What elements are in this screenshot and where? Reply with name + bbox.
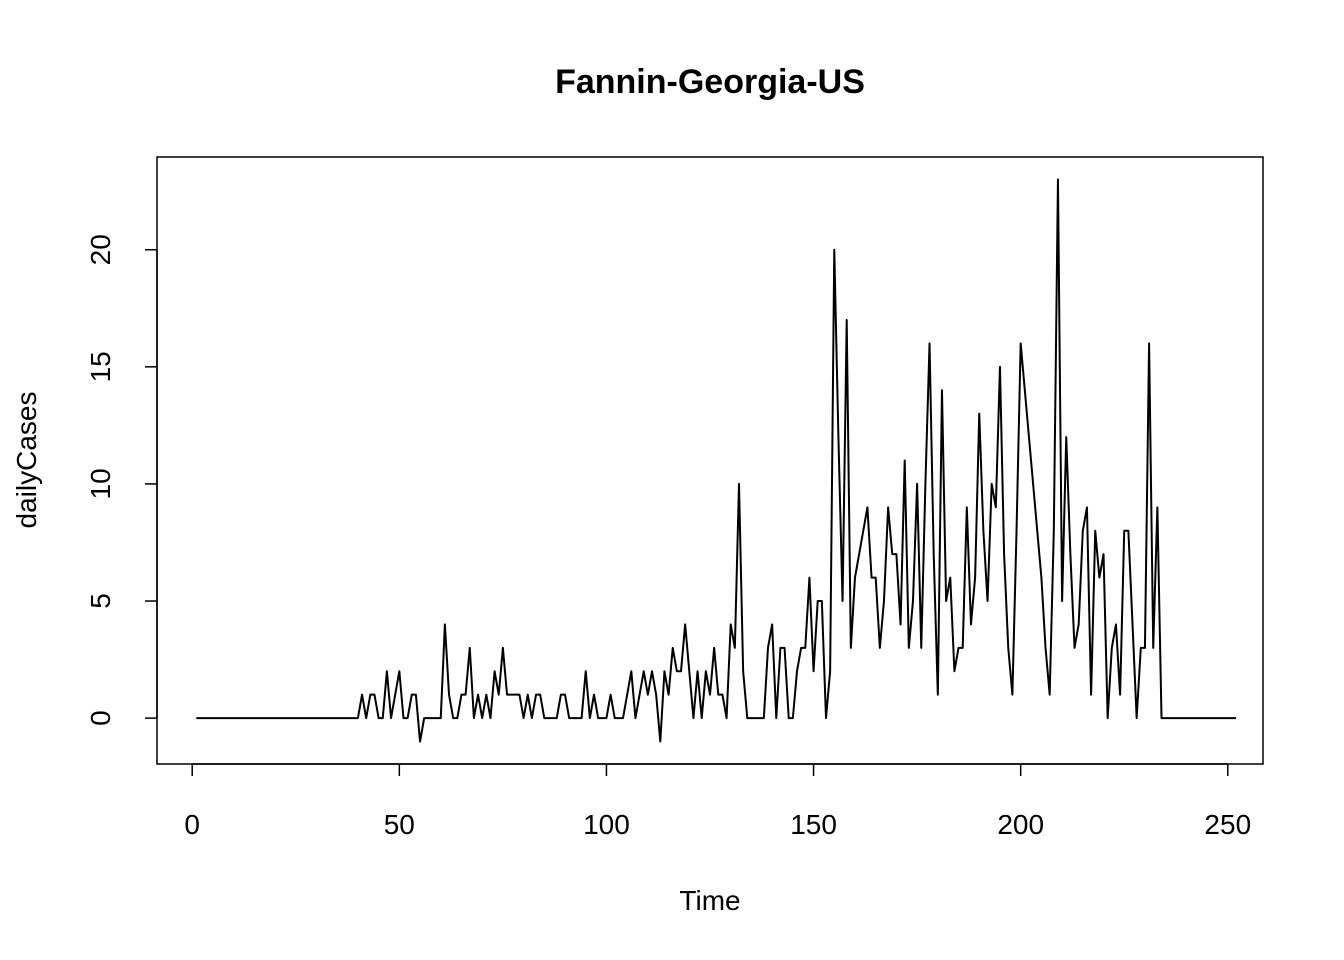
y-axis-label: dailyCases [11, 392, 42, 529]
y-tick-label: 15 [85, 351, 116, 382]
x-tick-label: 250 [1204, 809, 1251, 840]
plot-area-frame [156, 156, 1264, 765]
series-line-dailycases [196, 178, 1237, 743]
y-axis: 0 5 10 15 20 [85, 234, 158, 726]
chart-title: Fannin-Georgia-US [555, 63, 865, 101]
x-tick-label: 100 [583, 809, 630, 840]
x-tick-label: 200 [997, 809, 1044, 840]
x-tick-label: 0 [184, 809, 200, 840]
y-tick-label: 0 [85, 710, 116, 726]
x-tick-label: 150 [790, 809, 837, 840]
x-axis-label: Time [679, 885, 740, 916]
y-tick-label: 5 [85, 593, 116, 609]
x-tick-label: 50 [384, 809, 415, 840]
y-tick-label: 20 [85, 234, 116, 265]
x-axis: 0 50 100 150 200 250 [184, 763, 1251, 840]
y-tick-label: 10 [85, 468, 116, 499]
